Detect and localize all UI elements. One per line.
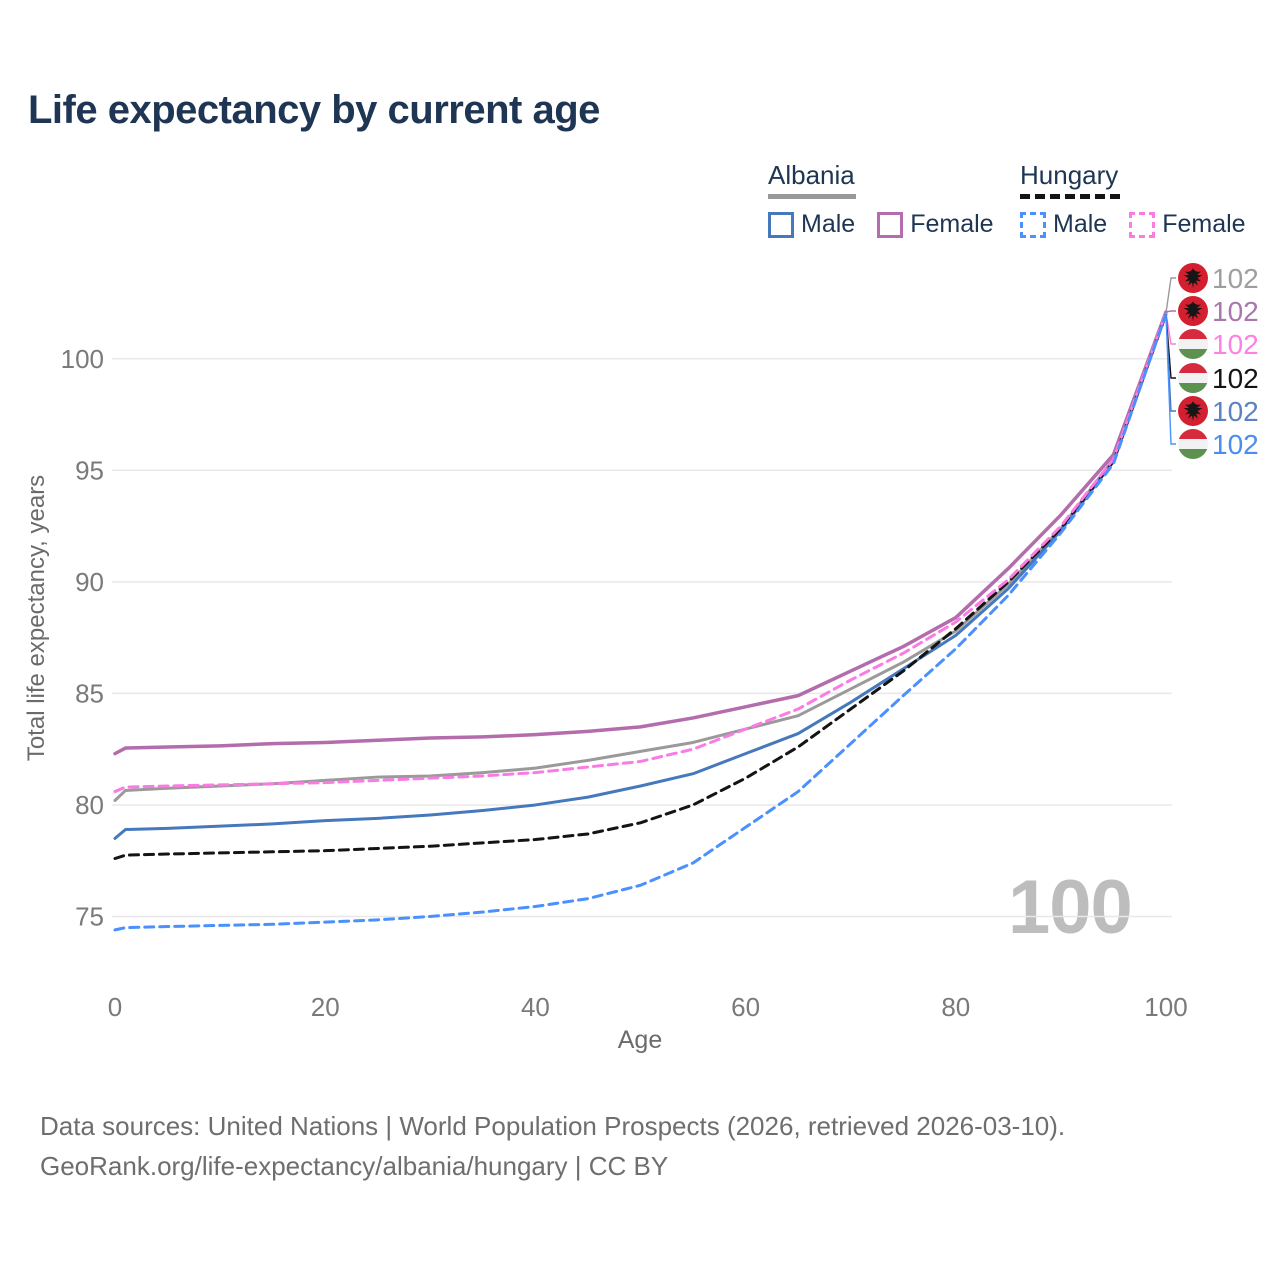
hungary-line-style-sample	[1020, 194, 1120, 199]
y-tick-label: 85	[75, 678, 104, 708]
albania-male-swatch-icon	[768, 211, 794, 238]
attribution-line: GeoRank.org/life-expectancy/albania/hung…	[40, 1151, 669, 1181]
legend-group-hungary: Hungary Male Female	[1020, 160, 1246, 239]
data-sources-line: Data sources: United Nations | World Pop…	[40, 1111, 1066, 1141]
x-tick-label: 20	[311, 992, 340, 1022]
legend-item-label: Female	[910, 210, 994, 238]
end-value-label: 102	[1212, 429, 1259, 460]
y-tick-label: 80	[75, 790, 104, 820]
legend-country-label: Albania	[768, 160, 855, 190]
current-age-watermark: 100	[1008, 865, 1133, 950]
legend-item-albania-female[interactable]: Female	[877, 210, 994, 239]
y-tick-label: 75	[75, 902, 104, 932]
x-tick-label: 0	[108, 992, 122, 1022]
series-line-hungary_female	[113, 311, 1168, 794]
footer: Data sources: United Nations | World Pop…	[40, 1106, 1065, 1186]
series-line-albania_female	[113, 310, 1168, 756]
albania-female-swatch-icon	[877, 211, 904, 238]
x-axis-title: Age	[618, 1026, 662, 1054]
legend-item-albania-male[interactable]: Male	[768, 210, 855, 239]
series-line-hungary_male	[113, 312, 1168, 932]
end-value-label: 102	[1212, 363, 1259, 394]
y-tick-label: 95	[75, 455, 104, 485]
albania-flag-icon	[1178, 263, 1208, 293]
series-line-hungary_total	[113, 312, 1168, 860]
x-tick-label: 60	[731, 992, 760, 1022]
y-tick-label: 90	[75, 567, 104, 597]
hungary-female-swatch-icon	[1129, 211, 1156, 238]
hungary-male-swatch-icon	[1020, 211, 1046, 238]
end-value-label: 102	[1212, 329, 1259, 360]
legend-item-label: Male	[801, 210, 856, 238]
y-tick-label: 100	[61, 344, 104, 374]
end-value-label: 102	[1212, 396, 1259, 427]
end-value-label: 102	[1212, 296, 1259, 327]
legend-item-label: Male	[1053, 210, 1108, 238]
leader-line	[1165, 312, 1176, 345]
hungary-flag-icon	[1178, 329, 1208, 359]
x-tick-label: 80	[941, 992, 970, 1022]
series-line-albania_total	[113, 311, 1168, 802]
leader-line	[1165, 314, 1176, 445]
albania-line-style-sample	[768, 194, 856, 199]
series-line-albania_male	[113, 312, 1168, 840]
albania-flag-icon	[1178, 296, 1208, 326]
leader-line	[1165, 277, 1176, 314]
page-title: Life expectancy by current age	[28, 88, 600, 132]
albania-flag-icon	[1178, 396, 1208, 426]
legend-group-albania: Albania Male Female	[768, 160, 994, 239]
x-tick-label: 40	[521, 992, 550, 1022]
legend-item-hungary-male[interactable]: Male	[1020, 210, 1107, 239]
x-tick-label: 100	[1144, 992, 1187, 1022]
legend-item-hungary-female[interactable]: Female	[1129, 210, 1246, 239]
leader-line	[1165, 310, 1176, 313]
legend-country-label: Hungary	[1020, 160, 1119, 190]
y-axis-title: Total life expectancy, years	[23, 475, 50, 761]
hungary-flag-icon	[1178, 363, 1208, 393]
legend-item-label: Female	[1162, 210, 1246, 238]
hungary-flag-icon	[1178, 429, 1208, 459]
end-value-label: 102	[1212, 263, 1259, 294]
